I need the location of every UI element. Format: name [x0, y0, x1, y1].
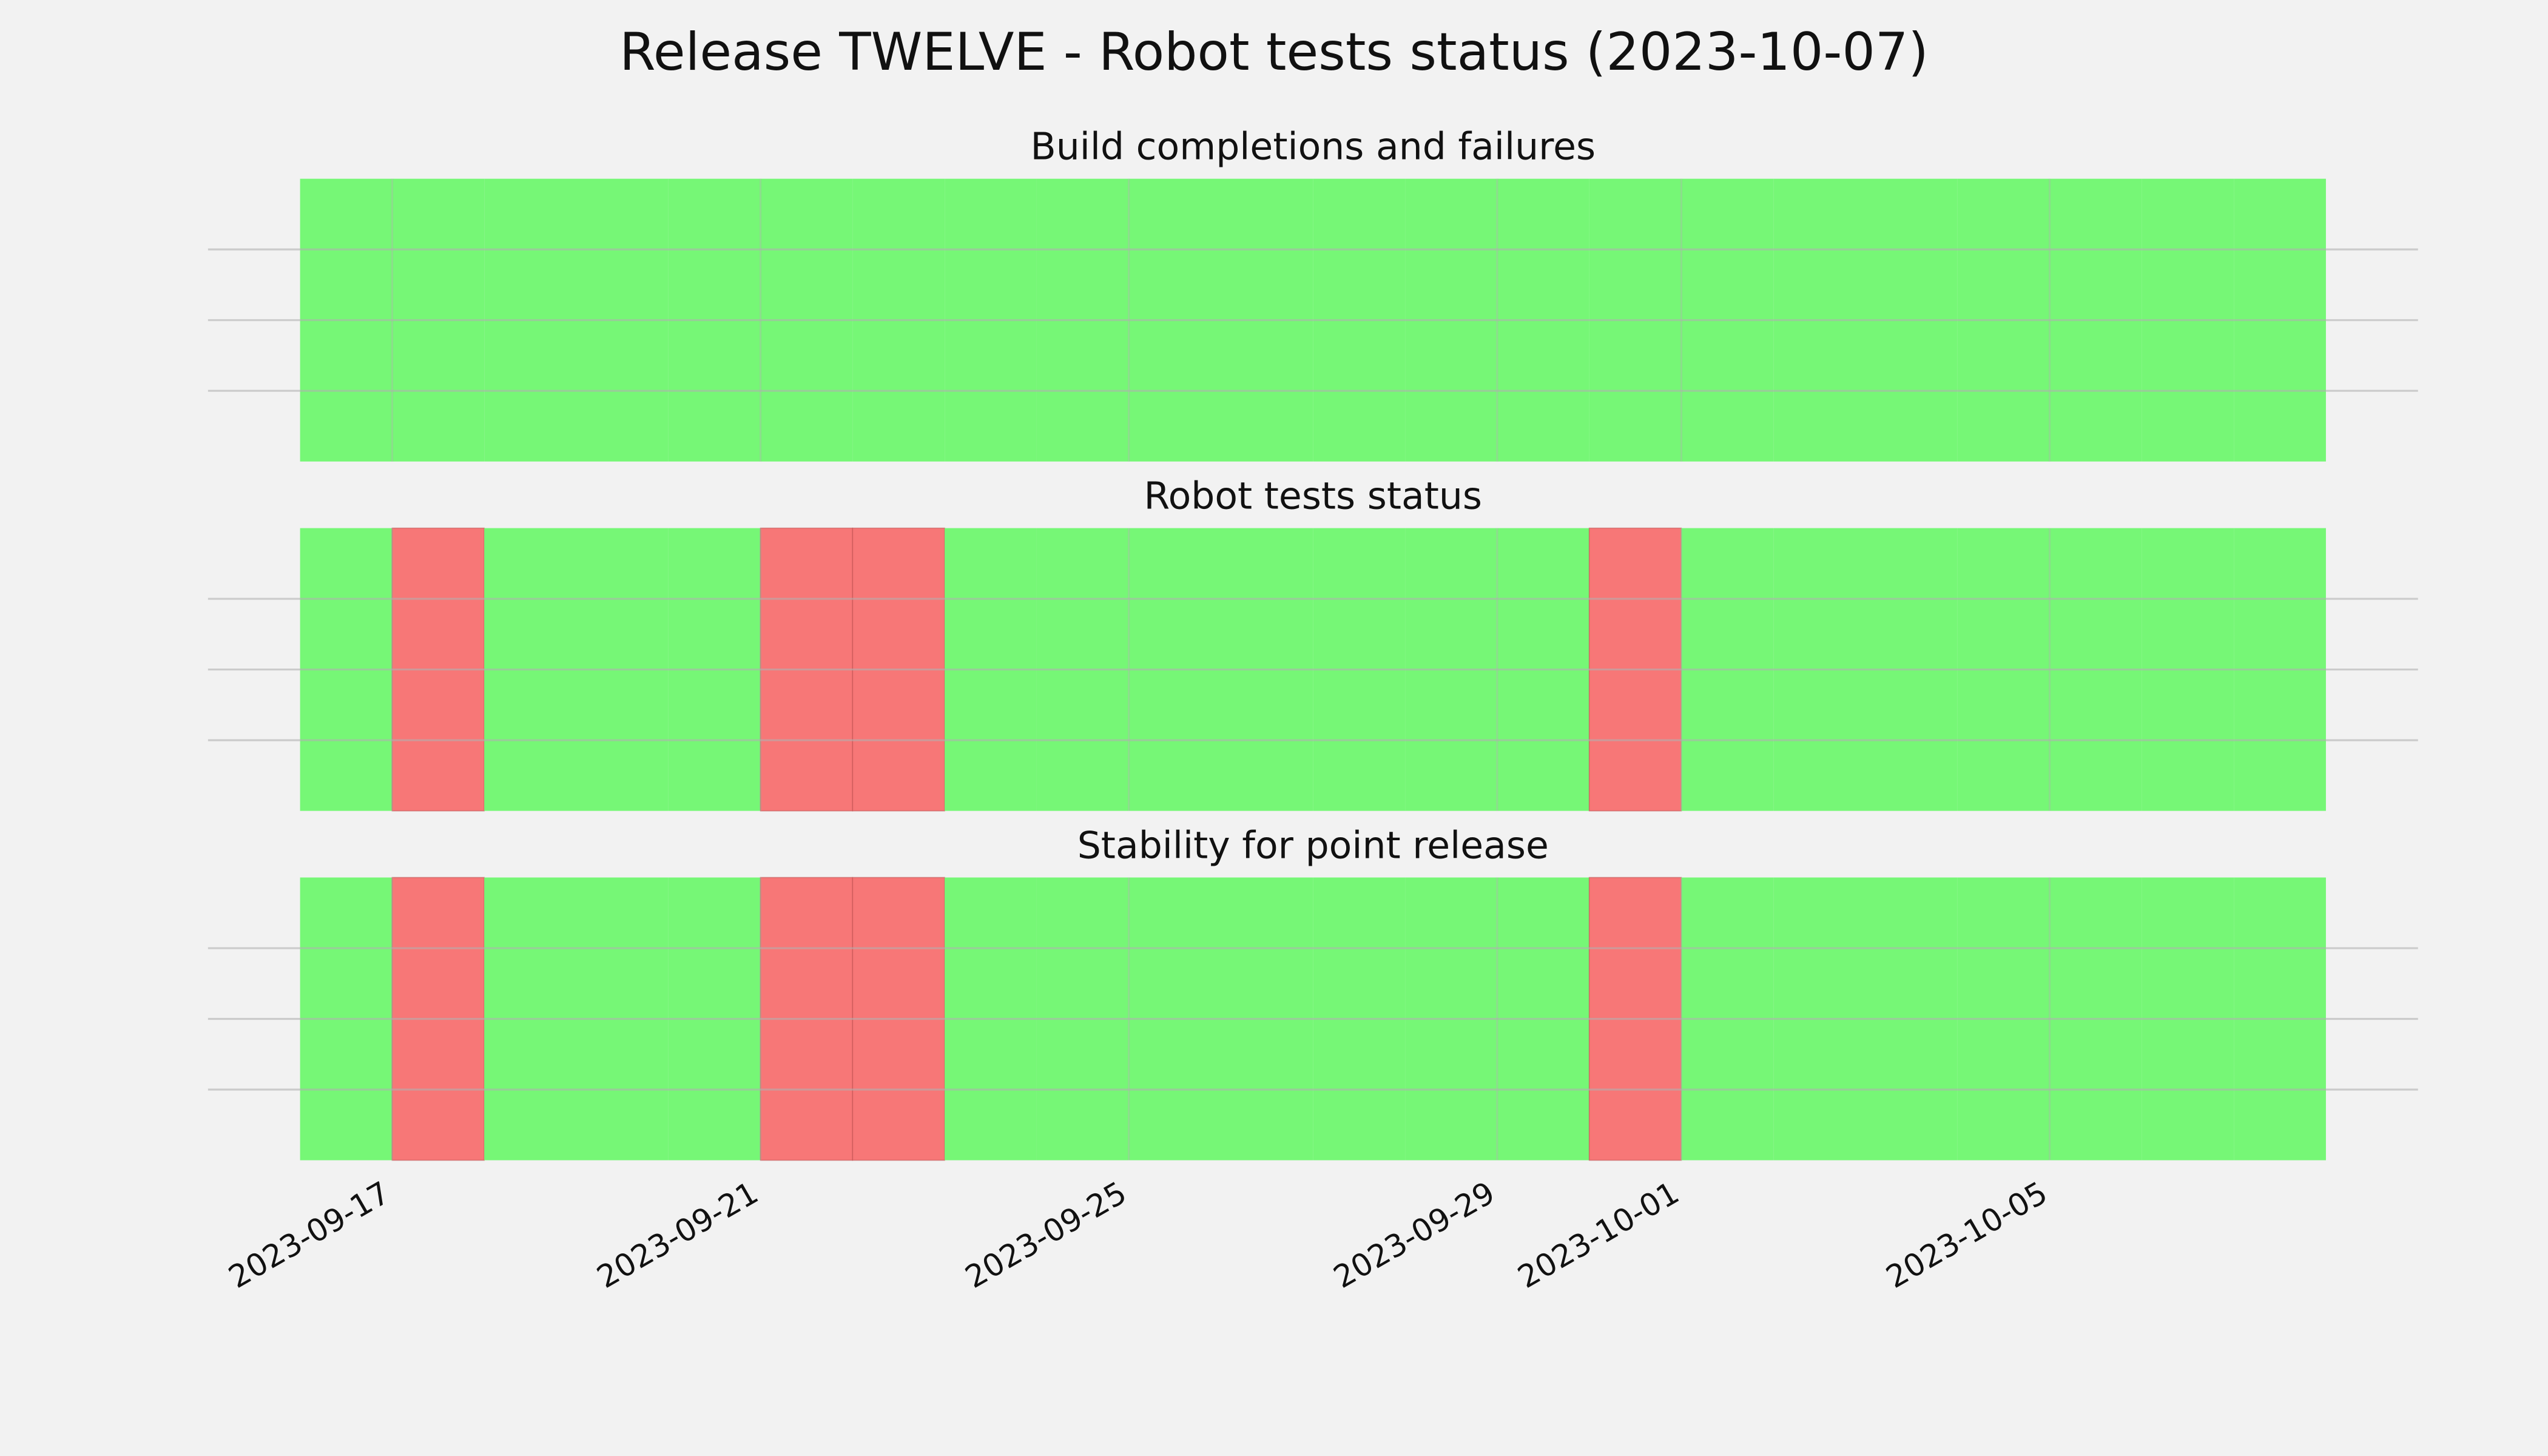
panel-title: Build completions and failures [1030, 125, 1596, 169]
panel-title: Robot tests status [1144, 474, 1482, 517]
chart-title: Release TWELVE - Robot tests status (202… [619, 22, 1929, 83]
panel-title: Stability for point release [1077, 823, 1549, 867]
